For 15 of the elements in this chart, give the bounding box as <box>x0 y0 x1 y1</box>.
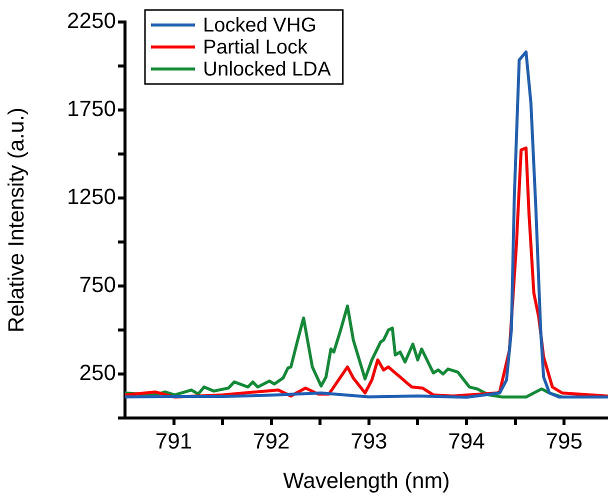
x-axis-title: Wavelength (nm) <box>283 468 450 493</box>
legend-label: Locked VHG <box>203 14 316 37</box>
y-tick-label: 750 <box>79 272 116 298</box>
x-tick-label: 791 <box>155 428 192 454</box>
x-tick-label: 792 <box>253 428 290 454</box>
y-axis-title: Relative Intensity (a.u.) <box>3 108 28 332</box>
x-tick-label: 794 <box>448 428 485 454</box>
y-tick-label: 2250 <box>67 8 116 34</box>
x-tick-label: 795 <box>546 428 582 454</box>
y-tick-label: 250 <box>79 360 116 386</box>
legend-label: Unlocked LDA <box>203 58 332 81</box>
y-tick-label: 1750 <box>67 96 116 122</box>
legend-label: Partial Lock <box>203 36 308 59</box>
x-tick-label: 793 <box>350 428 388 454</box>
y-tick-label: 1250 <box>67 184 116 210</box>
